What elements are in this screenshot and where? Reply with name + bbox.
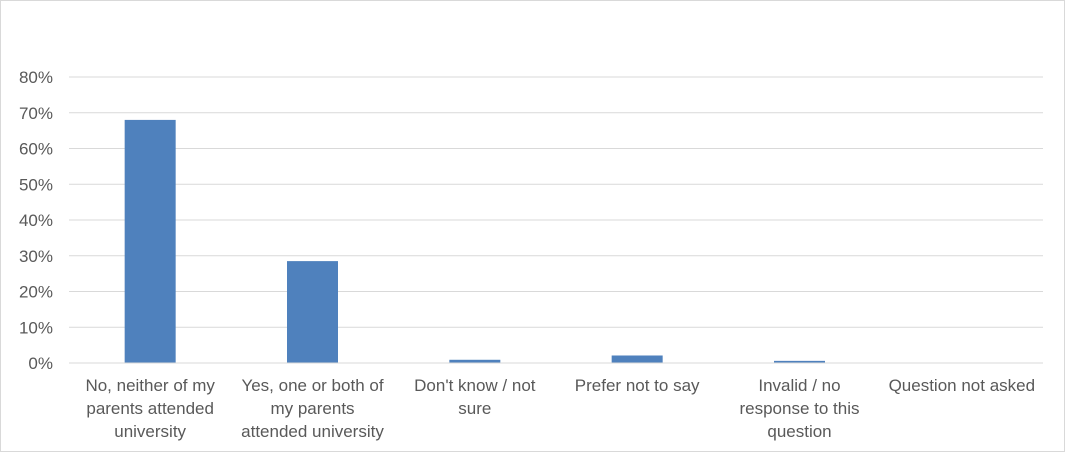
x-category-label: Prefer not to say [575, 376, 700, 395]
gridlines [69, 76, 1043, 328]
y-tick-label: 0% [28, 354, 53, 373]
x-category-label: Yes, one or both of my parents attended un… [241, 376, 384, 441]
y-tick-label: 10% [19, 318, 53, 337]
bar [287, 261, 338, 363]
bar [124, 119, 176, 364]
x-category-label: Question not asked [889, 376, 1035, 395]
y-tick-label: 30% [19, 247, 53, 266]
x-category-label: No, neither of my parents attended univers… [85, 376, 215, 441]
bars [124, 119, 825, 364]
y-tick-label: 40% [19, 211, 53, 230]
y-axis-tick-labels: 0% 10% 20% 30% 40% 50% 60% 70% 80% [19, 68, 53, 373]
y-tick-label: 80% [19, 68, 53, 87]
x-category-label: Invalid / no response to this question [739, 376, 859, 441]
y-tick-label: 20% [19, 283, 53, 302]
x-category-label: Don't know / not sure [414, 376, 536, 418]
y-tick-label: 70% [19, 104, 53, 123]
x-axis-category-labels: No, neither of my parents attended univers… [85, 376, 1035, 441]
y-tick-label: 50% [19, 175, 53, 194]
bar [774, 360, 825, 363]
bar [611, 355, 663, 363]
y-tick-label: 60% [19, 140, 53, 159]
bar [449, 359, 501, 363]
